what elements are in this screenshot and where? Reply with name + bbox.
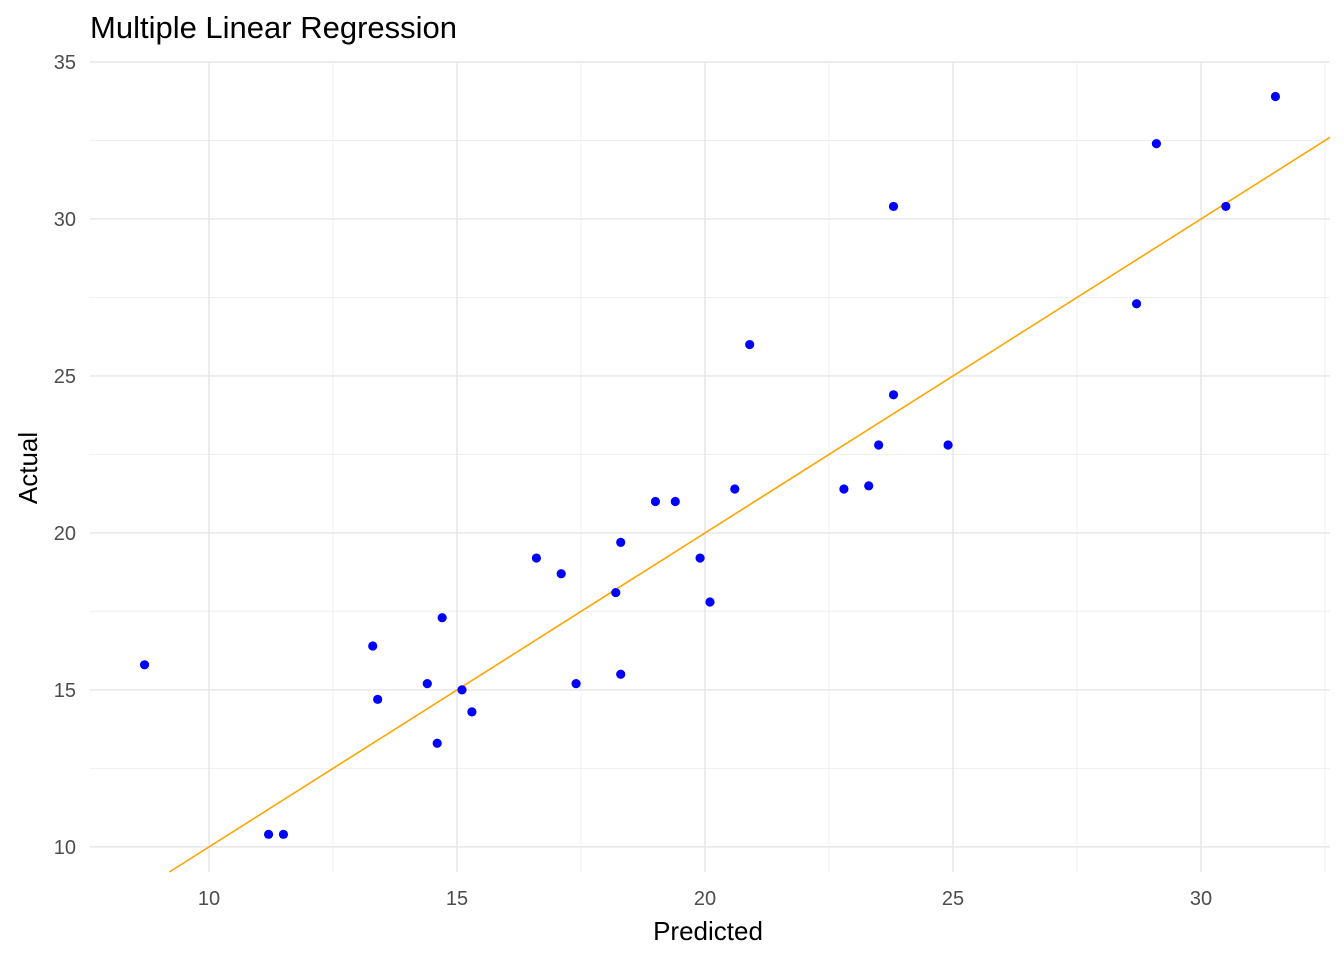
- regression-line: [168, 136, 1331, 873]
- data-point: [943, 440, 953, 450]
- data-point: [695, 553, 705, 563]
- data-point: [616, 537, 626, 547]
- data-point: [531, 553, 542, 563]
- data-point: [650, 496, 661, 507]
- data-point: [888, 390, 899, 400]
- y-tick-label: 35: [54, 52, 76, 74]
- data-point: [1221, 201, 1231, 212]
- data-point: [467, 707, 477, 717]
- y-tick-label: 20: [54, 523, 76, 545]
- data-point: [730, 484, 740, 494]
- regression-line-path: [168, 136, 1331, 873]
- y-axis-title: Actual: [13, 432, 43, 504]
- data-point: [670, 496, 680, 507]
- data-point: [437, 613, 447, 623]
- y-tick-label: 30: [54, 209, 76, 231]
- data-point: [263, 829, 274, 839]
- x-tick-label: 30: [1190, 888, 1212, 910]
- minor-gridlines: [90, 62, 1330, 872]
- x-tick-label: 25: [942, 888, 964, 910]
- data-point: [139, 660, 150, 670]
- x-axis-title: Predicted: [653, 916, 763, 946]
- x-axis-ticks: 10 15 20 25 30: [198, 888, 1212, 910]
- data-point: [278, 829, 289, 839]
- data-point: [457, 685, 467, 695]
- x-tick-label: 15: [446, 888, 468, 910]
- y-tick-label: 10: [54, 837, 76, 859]
- data-point: [705, 597, 715, 607]
- data-point: [611, 587, 621, 598]
- data-point: [745, 339, 755, 350]
- data-point: [368, 641, 378, 651]
- data-point: [556, 569, 566, 579]
- y-axis-ticks: 10 15 20 25 30 35: [54, 52, 76, 859]
- data-point: [888, 201, 899, 212]
- y-tick-label: 15: [54, 680, 76, 702]
- data-point: [839, 484, 849, 494]
- data-point: [571, 679, 581, 689]
- data-points: [139, 91, 1281, 839]
- data-point: [864, 481, 874, 491]
- x-tick-label: 10: [198, 888, 220, 910]
- chart-title: Multiple Linear Regression: [90, 10, 458, 45]
- x-tick-label: 20: [694, 888, 716, 910]
- data-point: [432, 738, 442, 748]
- data-point: [422, 679, 432, 689]
- data-point: [1131, 299, 1142, 309]
- data-point: [1270, 91, 1281, 102]
- data-point: [1151, 139, 1161, 149]
- data-point: [373, 694, 383, 704]
- major-gridlines: [90, 61, 1330, 872]
- data-point: [616, 669, 626, 679]
- y-tick-label: 25: [54, 366, 76, 388]
- data-point: [874, 440, 884, 450]
